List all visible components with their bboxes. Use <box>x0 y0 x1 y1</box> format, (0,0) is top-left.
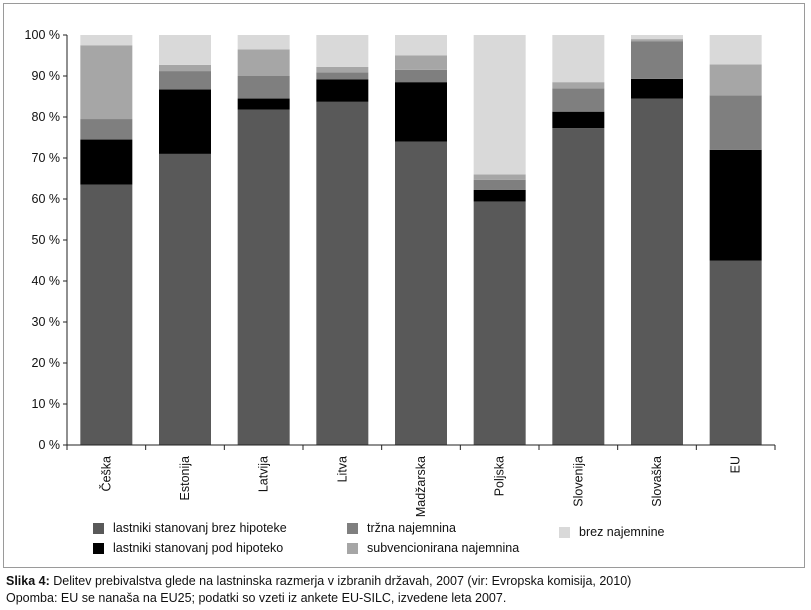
caption-label: Slika 4: <box>6 574 50 588</box>
legend-swatch <box>347 542 358 554</box>
y-tick-label-6: 50 % <box>32 233 61 247</box>
x-tick-label-7: Slovenija <box>571 456 585 507</box>
bar-segment-4-7 <box>552 82 605 89</box>
bar-segment-3-6 <box>473 179 526 190</box>
bar-segment-3-4 <box>316 72 369 80</box>
caption-note: Opomba: EU se nanaša na EU25; podatki so… <box>6 591 507 605</box>
y-tick-label-9: 80 % <box>32 110 61 124</box>
y-tick-label-11: 100 % <box>25 28 60 42</box>
bar-segment-4-3 <box>237 49 290 76</box>
legend-label: brez najemnine <box>579 525 665 539</box>
bar-segment-5-4 <box>316 35 369 67</box>
bar-segment-1-2 <box>159 153 211 445</box>
bar-segment-5-1 <box>80 35 133 46</box>
x-tick-label-6: Poljska <box>493 456 507 496</box>
bar-segment-3-8 <box>631 41 683 79</box>
bar-segment-1-5 <box>395 141 447 445</box>
bar-segment-5-8 <box>631 35 683 40</box>
y-tick-label-2: 10 % <box>32 397 61 411</box>
legend-swatch <box>93 522 104 534</box>
bar-segment-2-4 <box>316 79 369 102</box>
bar-segment-3-5 <box>395 69 447 83</box>
legend-label: lastniki stanovanj brez hipoteke <box>113 521 287 535</box>
bar-segment-1-9 <box>709 260 762 445</box>
y-tick-label-5: 40 % <box>32 274 61 288</box>
bar-segment-2-8 <box>631 78 683 99</box>
legend-item-5: brez najemnine <box>559 525 664 539</box>
legend-label: subvencionirana najemnina <box>367 541 520 555</box>
bar-segment-1-4 <box>316 101 369 445</box>
legend-label: lastniki stanovanj pod hipoteko <box>113 541 284 555</box>
bar-segment-4-4 <box>316 66 369 73</box>
bar-segment-1-8 <box>631 98 683 446</box>
bar-segment-4-6 <box>473 174 526 180</box>
bar-segment-4-8 <box>631 39 683 42</box>
bar-segment-4-1 <box>80 45 133 120</box>
bar-segment-2-5 <box>395 82 447 142</box>
bar-segment-4-5 <box>395 55 447 70</box>
bar-segment-2-3 <box>237 98 290 110</box>
x-tick-label-4: Litva <box>335 456 349 482</box>
x-tick-label-2: Estonija <box>178 456 192 501</box>
bar-segment-4-2 <box>159 64 211 72</box>
bar-segment-3-2 <box>159 71 211 90</box>
legend-swatch <box>93 542 104 554</box>
x-tick-label-1: Češka <box>98 456 113 491</box>
legend-swatch <box>559 526 570 538</box>
bar-segment-2-7 <box>552 111 605 129</box>
x-tick-label-8: Slovaška <box>650 456 664 507</box>
y-tick-label-4: 30 % <box>32 315 61 329</box>
legend-item-2: lastniki stanovanj pod hipoteko <box>93 541 283 555</box>
bar-segment-1-7 <box>552 128 605 445</box>
bar-segment-2-1 <box>80 139 133 185</box>
bar-segment-2-9 <box>709 149 762 261</box>
bar-segment-1-3 <box>237 109 290 446</box>
x-tick-label-5: Madžarska <box>414 456 428 517</box>
legend-swatch <box>347 522 358 534</box>
y-tick-label-10: 90 % <box>32 69 61 83</box>
bar-segment-5-3 <box>237 35 290 50</box>
bar-segment-5-2 <box>159 35 211 65</box>
y-tick-label-7: 60 % <box>32 192 61 206</box>
bar-segment-1-6 <box>473 201 526 445</box>
x-tick-label-3: Latvija <box>257 456 271 492</box>
legend-item-4: subvencionirana najemnina <box>347 541 519 555</box>
bar-segment-3-3 <box>237 76 290 99</box>
legend-item-1: lastniki stanovanj brez hipoteke <box>93 521 287 535</box>
bar-segment-3-1 <box>80 119 133 140</box>
bar-segment-5-5 <box>395 35 447 56</box>
caption-title: Delitev prebivalstva glede na lastninska… <box>53 574 632 588</box>
bar-segment-3-9 <box>709 95 762 150</box>
y-tick-label-3: 20 % <box>32 356 61 370</box>
bar-segment-2-6 <box>473 189 526 202</box>
bar-segment-3-7 <box>552 88 605 112</box>
bar-segment-1-1 <box>80 184 133 445</box>
legend-label: tržna najemnina <box>367 521 456 535</box>
bar-segment-2-2 <box>159 89 211 154</box>
bar-segment-4-9 <box>709 64 762 96</box>
y-tick-label-8: 70 % <box>32 151 61 165</box>
legend-item-3: tržna najemnina <box>347 521 456 535</box>
figure-caption: Slika 4: Delitev prebivalstva glede na l… <box>6 573 631 607</box>
bar-segment-5-7 <box>552 35 605 83</box>
x-tick-label-9: EU <box>729 456 743 473</box>
bar-segment-5-6 <box>473 35 526 175</box>
bar-segment-5-9 <box>709 35 762 65</box>
y-tick-label-1: 0 % <box>38 438 60 452</box>
